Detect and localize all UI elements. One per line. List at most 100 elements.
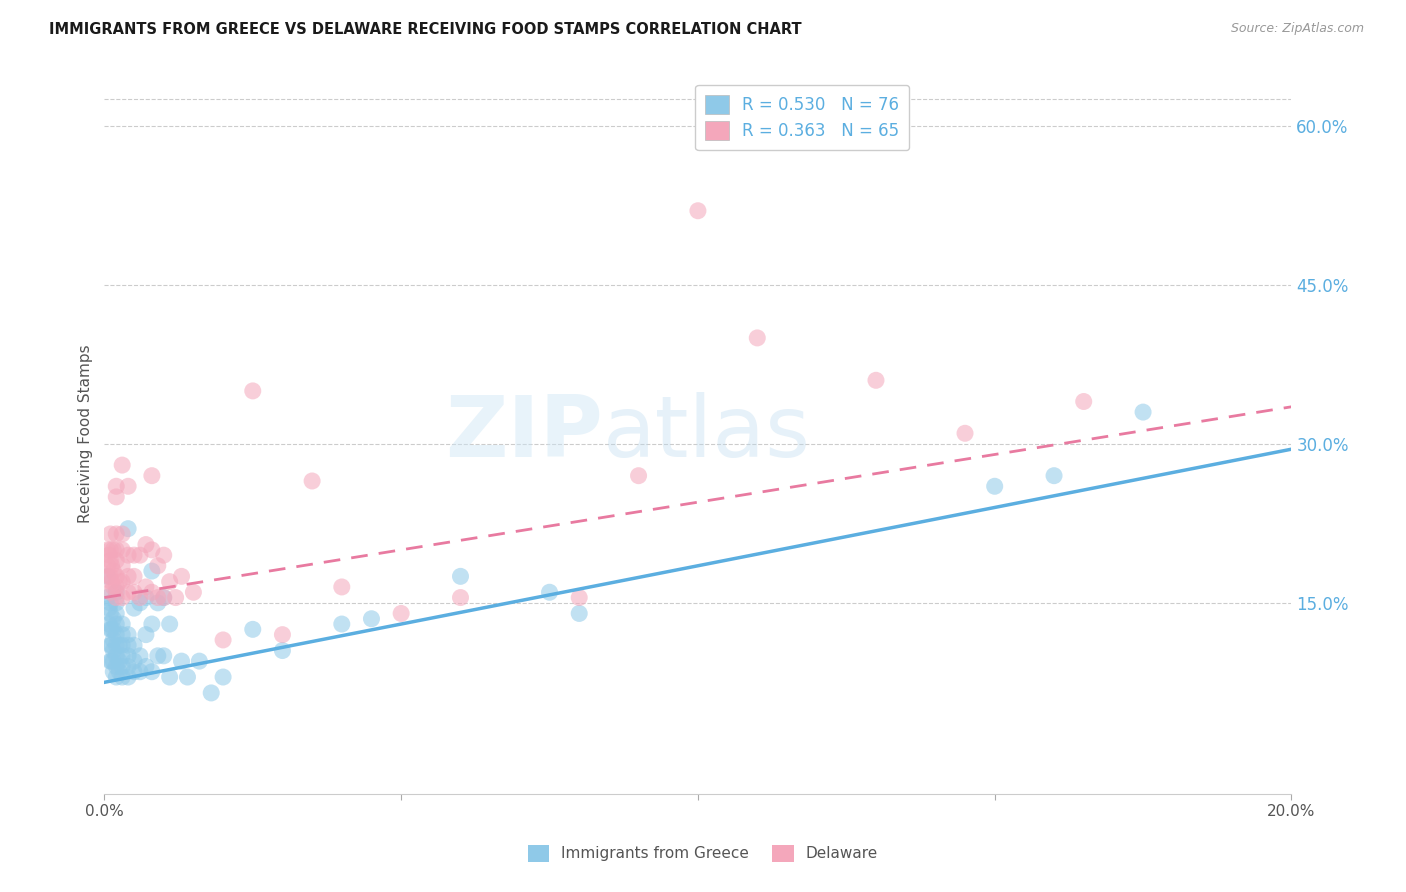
Point — [360, 612, 382, 626]
Point — [111, 617, 134, 632]
Point — [100, 638, 122, 652]
Point — [200, 686, 222, 700]
Point — [100, 574, 122, 589]
Point — [108, 654, 131, 668]
Point — [129, 648, 152, 663]
Point — [103, 654, 125, 668]
Point — [103, 612, 125, 626]
Point — [135, 627, 157, 641]
Point — [188, 654, 211, 668]
Point — [271, 627, 294, 641]
Point — [129, 591, 152, 605]
Point — [242, 384, 264, 398]
Point — [105, 670, 128, 684]
Point — [330, 580, 353, 594]
Point — [103, 542, 125, 557]
Point — [111, 527, 134, 541]
Point — [105, 648, 128, 663]
Point — [953, 426, 976, 441]
Point — [141, 585, 163, 599]
Point — [98, 548, 121, 562]
Point — [105, 617, 128, 632]
Legend: R = 0.530   N = 76, R = 0.363   N = 65: R = 0.530 N = 76, R = 0.363 N = 65 — [696, 85, 910, 150]
Point — [122, 665, 145, 679]
Point — [159, 670, 181, 684]
Point — [98, 542, 121, 557]
Point — [117, 648, 139, 663]
Point — [98, 601, 121, 615]
Point — [98, 585, 121, 599]
Point — [122, 601, 145, 615]
Point — [105, 659, 128, 673]
Point — [165, 591, 187, 605]
Point — [135, 537, 157, 551]
Point — [301, 474, 323, 488]
Point — [105, 596, 128, 610]
Point — [100, 558, 122, 573]
Point — [98, 654, 121, 668]
Point — [135, 580, 157, 594]
Point — [159, 617, 181, 632]
Point — [111, 670, 134, 684]
Point — [122, 548, 145, 562]
Point — [146, 591, 169, 605]
Point — [105, 591, 128, 605]
Point — [271, 643, 294, 657]
Point — [96, 569, 118, 583]
Point — [103, 632, 125, 647]
Point — [152, 548, 174, 562]
Point — [98, 638, 121, 652]
Point — [141, 564, 163, 578]
Point — [111, 638, 134, 652]
Point — [98, 596, 121, 610]
Point — [98, 607, 121, 621]
Point — [117, 569, 139, 583]
Point — [129, 548, 152, 562]
Point — [242, 623, 264, 637]
Point — [152, 591, 174, 605]
Point — [983, 479, 1005, 493]
Point — [105, 553, 128, 567]
Point — [135, 659, 157, 673]
Point — [129, 665, 152, 679]
Point — [103, 564, 125, 578]
Point — [108, 574, 131, 589]
Point — [111, 458, 134, 472]
Point — [152, 591, 174, 605]
Point — [568, 591, 591, 605]
Point — [129, 596, 152, 610]
Point — [105, 490, 128, 504]
Point — [627, 468, 650, 483]
Point — [1132, 405, 1154, 419]
Point — [389, 607, 412, 621]
Point — [117, 627, 139, 641]
Point — [538, 585, 561, 599]
Point — [135, 591, 157, 605]
Point — [103, 580, 125, 594]
Point — [96, 591, 118, 605]
Point — [450, 591, 472, 605]
Point — [117, 522, 139, 536]
Point — [103, 665, 125, 679]
Point — [105, 580, 128, 594]
Text: Source: ZipAtlas.com: Source: ZipAtlas.com — [1230, 22, 1364, 36]
Point — [103, 643, 125, 657]
Point — [105, 627, 128, 641]
Legend: Immigrants from Greece, Delaware: Immigrants from Greece, Delaware — [522, 838, 884, 868]
Point — [176, 670, 198, 684]
Point — [146, 648, 169, 663]
Point — [122, 654, 145, 668]
Point — [183, 585, 205, 599]
Point — [96, 558, 118, 573]
Point — [111, 574, 134, 589]
Point — [117, 585, 139, 599]
Point — [865, 373, 887, 387]
Point — [141, 665, 163, 679]
Point — [105, 638, 128, 652]
Point — [111, 558, 134, 573]
Point — [568, 607, 591, 621]
Point — [100, 654, 122, 668]
Point — [117, 548, 139, 562]
Point — [122, 638, 145, 652]
Point — [98, 527, 121, 541]
